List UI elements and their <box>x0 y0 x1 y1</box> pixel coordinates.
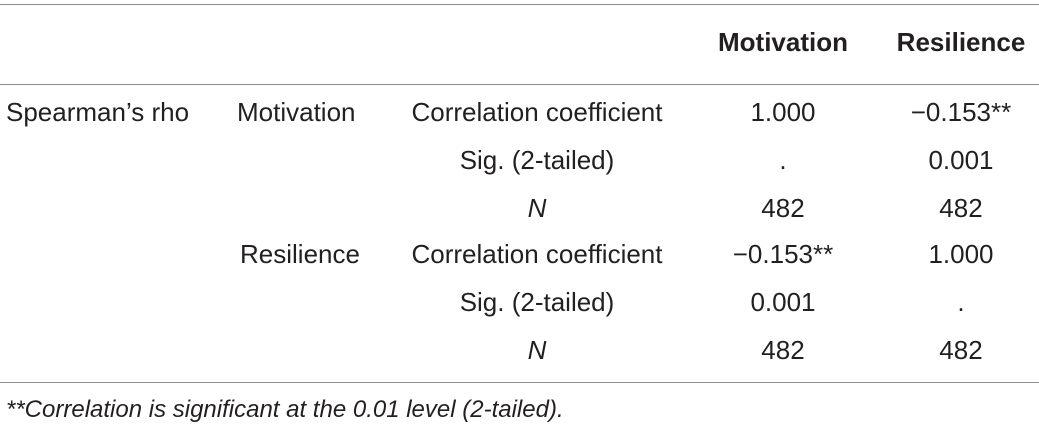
table-footnote: **Correlation is significant at the 0.01… <box>6 396 564 423</box>
cell-resilience-value: 1.000 <box>928 239 994 269</box>
row-statistic-label: Sig. (2-tailed) <box>459 287 615 317</box>
row-statistic-label: Correlation coefficient <box>411 97 663 127</box>
row-statistic-label: Correlation coefficient <box>411 239 663 269</box>
cell-resilience-value: −0.153** <box>910 97 1012 127</box>
row-statistic-label: N <box>527 193 547 223</box>
cell-resilience-value: . <box>957 287 965 317</box>
cell-motivation-value: −0.153** <box>732 239 834 269</box>
header-rule <box>0 84 1039 85</box>
row-variable-label: Motivation <box>237 97 356 127</box>
row-statistic-label: Sig. (2-tailed) <box>459 145 615 175</box>
row-group-label: Spearman’s rho <box>6 97 190 127</box>
cell-motivation-value: 1.000 <box>750 97 816 127</box>
header-motivation: Motivation <box>718 27 848 57</box>
row-variable-label: Resilience <box>240 239 360 269</box>
cell-motivation-value: . <box>779 145 787 175</box>
row-statistic-label: N <box>527 335 547 365</box>
header-resilience: Resilience <box>896 27 1026 57</box>
cell-resilience-value: 482 <box>939 193 983 223</box>
cell-motivation-value: 482 <box>761 193 805 223</box>
table-bottom-rule <box>0 382 1039 383</box>
cell-resilience-value: 482 <box>939 335 983 365</box>
table-top-rule <box>0 4 1039 5</box>
cell-motivation-value: 0.001 <box>750 287 816 317</box>
cell-motivation-value: 482 <box>761 335 805 365</box>
cell-resilience-value: 0.001 <box>928 145 994 175</box>
